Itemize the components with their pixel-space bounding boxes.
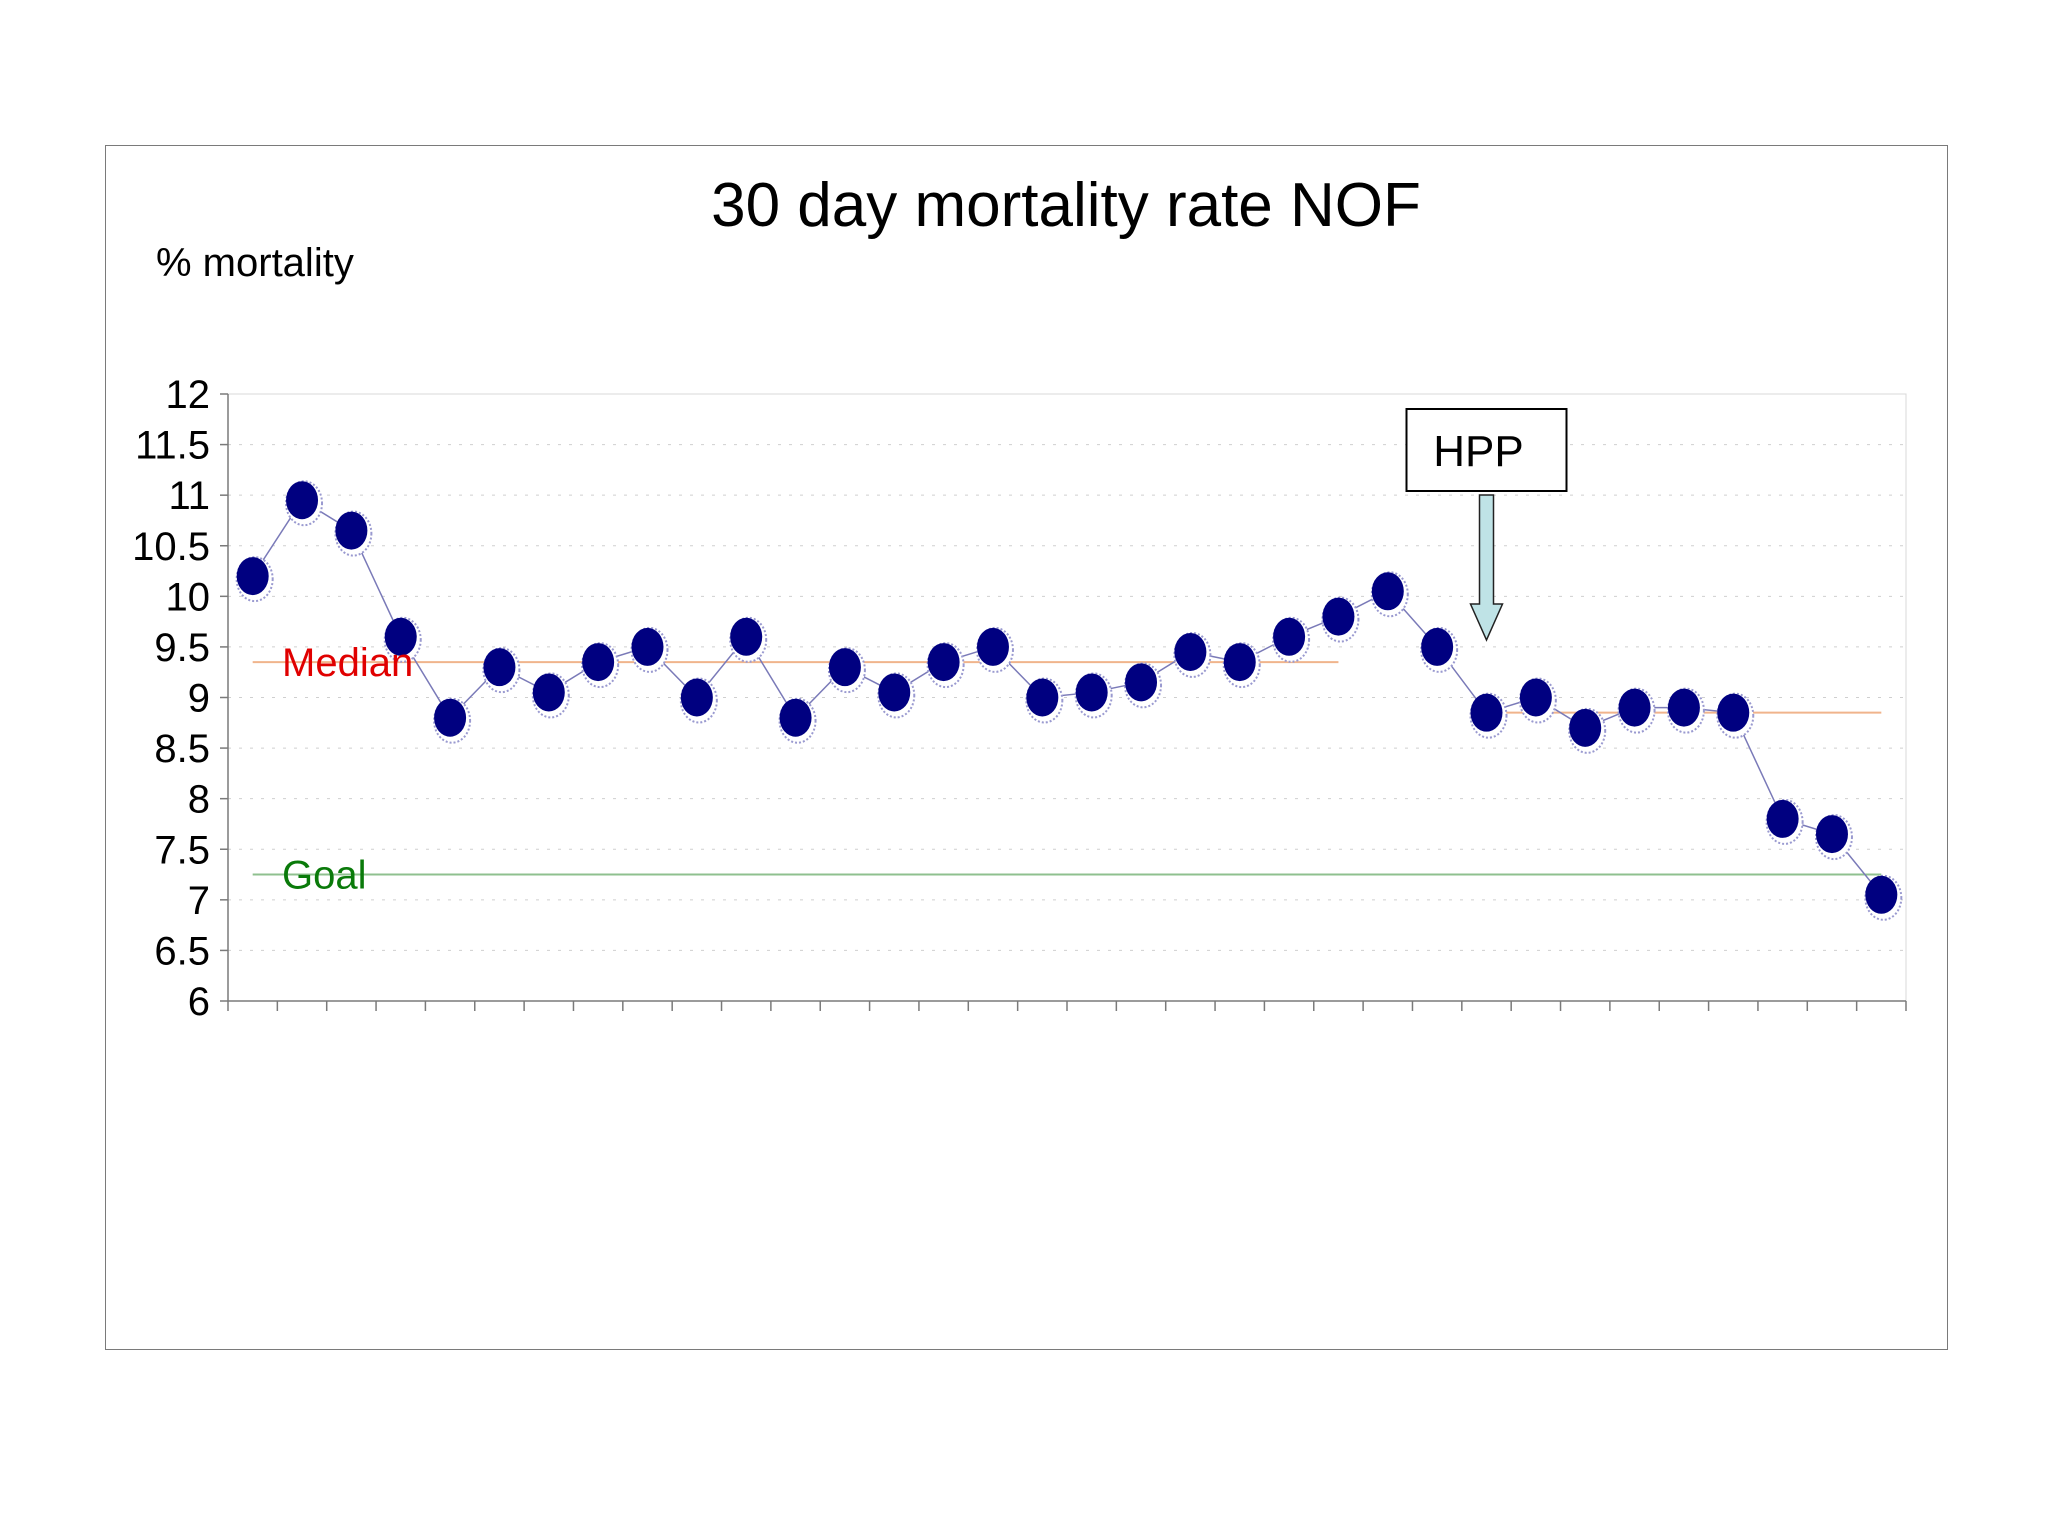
data-point xyxy=(779,698,812,737)
data-point xyxy=(1075,673,1108,712)
data-point xyxy=(1421,627,1454,666)
series-line xyxy=(252,499,1882,896)
data-point xyxy=(1766,799,1799,838)
data-point xyxy=(1470,693,1503,732)
data-point xyxy=(927,643,960,682)
data-point xyxy=(1815,815,1848,854)
data-point xyxy=(1322,597,1355,636)
mortality-line-chart: 30 day mortality rate NOF % mortality 12… xyxy=(132,171,1907,1024)
data-point xyxy=(434,698,467,737)
data-point xyxy=(1717,693,1750,732)
y-tick-label: 7 xyxy=(188,879,210,923)
data-point xyxy=(828,648,861,687)
y-tick-label: 6.5 xyxy=(154,929,210,973)
y-tick-label: 6 xyxy=(188,980,210,1024)
y-tick-label: 9.5 xyxy=(154,626,210,670)
data-point xyxy=(483,648,516,687)
data-point xyxy=(532,673,565,712)
y-tick-label: 10.5 xyxy=(132,525,210,569)
data-point xyxy=(582,643,615,682)
reference-label-goal: Goal xyxy=(282,854,367,898)
chart-title: 30 day mortality rate NOF xyxy=(711,171,1421,240)
data-point xyxy=(1371,572,1404,611)
data-point xyxy=(236,557,269,596)
y-tick-label: 11.5 xyxy=(135,424,210,468)
data-point xyxy=(1569,708,1602,747)
y-tick-label: 11 xyxy=(168,474,210,518)
data-point xyxy=(631,627,664,666)
y-tick-label: 9 xyxy=(188,677,210,721)
data-point xyxy=(730,617,763,656)
y-tick-label: 8.5 xyxy=(154,727,210,771)
y-tick-label: 7.5 xyxy=(154,828,210,872)
data-point xyxy=(1667,688,1700,727)
data-point xyxy=(1618,688,1651,727)
data-point xyxy=(1125,663,1158,702)
y-tick-label: 8 xyxy=(188,778,210,822)
data-point xyxy=(384,617,417,656)
y-tick-label: 10 xyxy=(166,575,211,619)
annotation-box xyxy=(1405,408,1568,492)
data-point xyxy=(1026,678,1059,717)
data-point xyxy=(1865,875,1898,914)
data-point xyxy=(680,678,713,717)
data-point xyxy=(878,673,911,712)
data-point xyxy=(976,627,1009,666)
y-tick-label: 12 xyxy=(166,373,211,417)
data-point xyxy=(1273,617,1306,656)
reference-label-median: Median xyxy=(282,641,413,685)
data-point xyxy=(1174,632,1207,671)
data-point xyxy=(335,511,368,550)
chart-frame: 30 day mortality rate NOF % mortality 12… xyxy=(105,145,1948,1350)
data-point xyxy=(1223,643,1256,682)
annotation-arrow xyxy=(1469,494,1504,642)
data-point xyxy=(286,481,319,520)
data-point xyxy=(1519,678,1552,717)
y-axis-label: % mortality xyxy=(156,241,354,285)
annotation-label: HPP xyxy=(1433,427,1523,476)
